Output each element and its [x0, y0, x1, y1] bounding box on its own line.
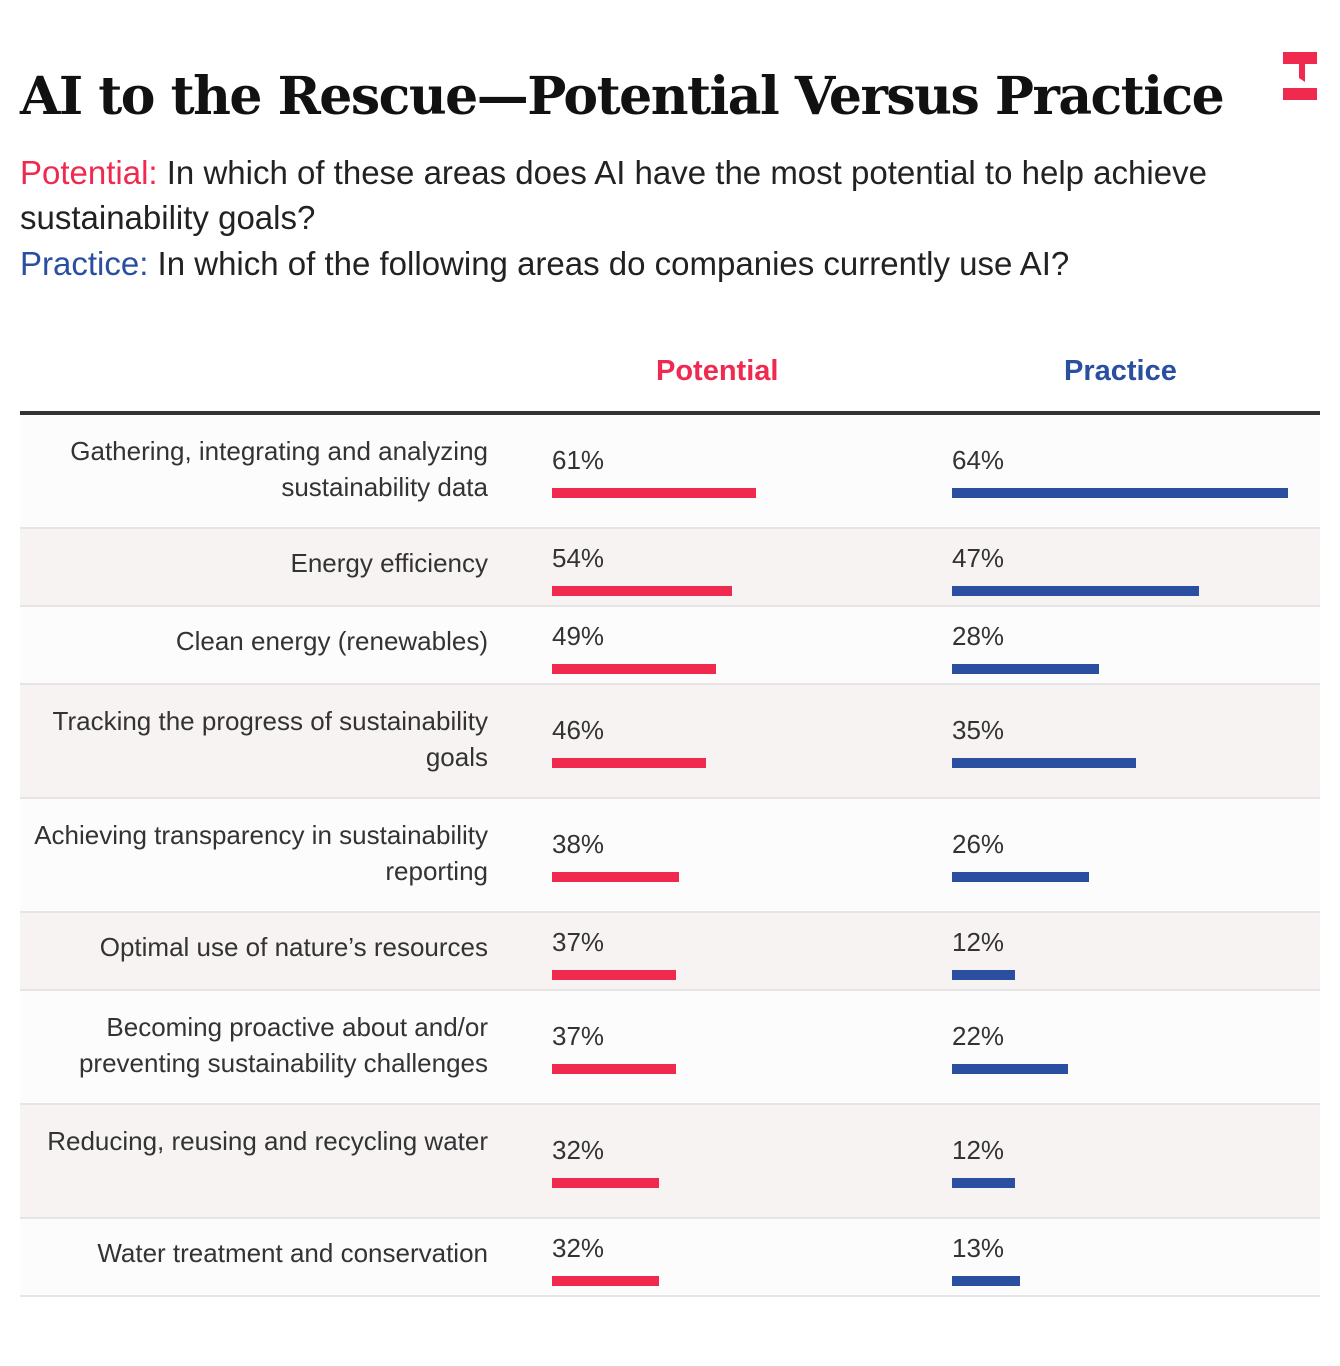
data-label-potential: 46% [552, 715, 605, 745]
category-label: Optimal use of nature’s resources [99, 932, 488, 962]
data-label-potential: 32% [552, 1135, 605, 1165]
brand-logo-icon [1283, 52, 1317, 100]
bar-practice [952, 1064, 1068, 1074]
potential-question: Potential: In which of these areas does … [20, 150, 1330, 240]
category-label: Becoming proactive about and/or preventi… [78, 1012, 488, 1078]
data-label-potential: 37% [552, 927, 605, 957]
category-label: Water treatment and conservation [97, 1238, 488, 1268]
data-label-potential: 37% [552, 1021, 605, 1051]
table-row: Gathering, integrating and analyzing sus… [20, 415, 1320, 529]
table-row: Optimal use of nature’s resources 37% 12% [20, 913, 1320, 991]
category-label: Clean energy (renewables) [175, 626, 488, 656]
bar-potential [552, 1064, 676, 1074]
bar-potential [552, 664, 716, 674]
data-label-practice: 13% [952, 1233, 1005, 1263]
bar-practice [952, 664, 1099, 674]
practice-label: Practice: [20, 245, 149, 282]
bar-potential [552, 758, 706, 768]
bar-practice [952, 758, 1136, 768]
data-label-practice: 12% [952, 927, 1005, 957]
column-header-practice: Practice [1064, 355, 1177, 387]
table-row: Water treatment and conservation 32% 13% [20, 1219, 1320, 1297]
bar-practice [952, 970, 1015, 980]
data-label-potential: 61% [552, 445, 605, 475]
potential-label: Potential: [20, 154, 158, 191]
bar-practice [952, 1276, 1021, 1286]
category-label: Tracking the progress of sustainability … [52, 706, 488, 772]
bar-potential [552, 586, 733, 596]
data-label-practice: 22% [952, 1021, 1005, 1051]
practice-question-text: In which of the following areas do compa… [157, 245, 1070, 282]
bar-potential [552, 1178, 659, 1188]
table-row: Becoming proactive about and/or preventi… [20, 991, 1320, 1105]
bar-potential [552, 488, 756, 498]
table-row: Clean energy (renewables) 49% 28% [20, 607, 1320, 685]
category-label: Achieving transparency in sustainability… [34, 820, 488, 886]
data-label-practice: 28% [952, 621, 1005, 651]
bar-practice [952, 586, 1199, 596]
data-label-practice: 64% [952, 445, 1005, 475]
category-label: Reducing, reusing and recycling water [47, 1126, 488, 1156]
data-label-potential: 32% [552, 1233, 605, 1263]
chart-title: AI to the Rescue—Potential Versus Practi… [20, 66, 1225, 127]
bar-potential [552, 1276, 659, 1286]
data-label-potential: 49% [552, 621, 605, 651]
data-label-practice: 12% [952, 1135, 1005, 1165]
data-label-practice: 26% [952, 829, 1005, 859]
bar-practice [952, 872, 1089, 882]
header-rule [20, 411, 1320, 415]
bar-practice [952, 1178, 1015, 1188]
category-label: Gathering, integrating and analyzing sus… [70, 436, 488, 502]
bar-potential [552, 970, 676, 980]
bar-potential [552, 872, 679, 882]
column-header-potential: Potential [656, 355, 779, 387]
data-label-practice: 35% [952, 715, 1005, 745]
table-row: Energy efficiency 54% 47% [20, 529, 1320, 607]
potential-question-text: In which of these areas does AI have the… [20, 154, 1207, 236]
table-row: Reducing, reusing and recycling water 32%… [20, 1105, 1320, 1219]
category-label: Energy efficiency [290, 548, 488, 578]
chart-rows: Gathering, integrating and analyzing sus… [20, 415, 1320, 1297]
table-row: Tracking the progress of sustainability … [20, 685, 1320, 799]
table-row: Achieving transparency in sustainability… [20, 799, 1320, 913]
bar-practice [952, 488, 1288, 498]
data-label-practice: 47% [952, 543, 1005, 573]
data-label-potential: 38% [552, 829, 605, 859]
practice-question: Practice: In which of the following area… [20, 241, 1330, 286]
data-label-potential: 54% [552, 543, 605, 573]
